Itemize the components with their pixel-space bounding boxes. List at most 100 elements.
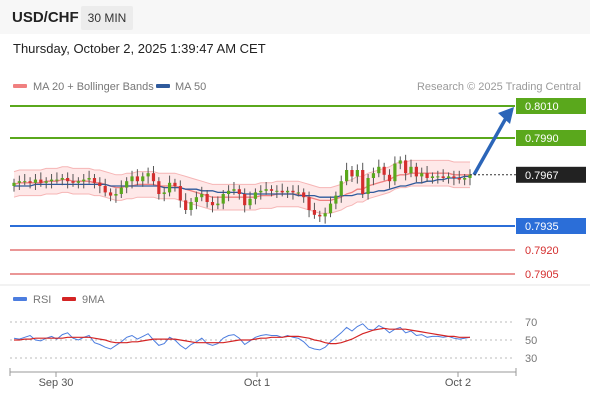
candle-body <box>167 182 172 193</box>
current-price-tag-bg <box>516 166 586 183</box>
ma50-legend-swatch <box>156 84 170 88</box>
candle-body <box>87 178 91 180</box>
candle-body <box>55 179 59 181</box>
candles-layer <box>12 154 472 224</box>
rsi-legend-swatch <box>13 297 27 301</box>
projection-arrow-head <box>498 107 514 124</box>
candle-body <box>253 192 258 199</box>
candle-body <box>194 197 198 202</box>
x-tick-label: Oct 1 <box>244 377 270 389</box>
ma50-legend-label: MA 50 <box>175 81 206 93</box>
candle-body <box>49 179 54 182</box>
candle-body <box>328 203 333 214</box>
candle-body <box>463 178 467 180</box>
candle-body <box>76 181 80 183</box>
level-tag-bg-0.7990 <box>516 130 586 146</box>
candle-body <box>420 173 424 177</box>
timeframe-button[interactable]: 30 MIN <box>81 6 133 30</box>
rsi-tick-label: 50 <box>525 335 537 347</box>
candle-body <box>28 181 32 183</box>
candle-body <box>82 179 86 182</box>
candle-body <box>141 176 145 182</box>
candle-body <box>205 194 209 202</box>
candle-body <box>157 181 161 194</box>
candle-body <box>425 173 429 178</box>
candle-body <box>66 178 70 182</box>
candle-body <box>173 182 177 186</box>
candle-body <box>103 186 107 193</box>
candle-body <box>125 181 129 188</box>
candle-body <box>409 166 413 174</box>
level-tag-0.7935: 0.7935 <box>525 221 559 233</box>
candle-body <box>366 178 370 194</box>
candle-body <box>17 181 21 183</box>
ma50-line <box>14 175 470 198</box>
level-tag-0.7990: 0.7990 <box>525 133 559 145</box>
candle-body <box>345 170 349 182</box>
candle-body <box>135 176 139 182</box>
candle-body <box>23 181 27 183</box>
candle-body <box>430 176 435 178</box>
candle-body <box>264 189 268 191</box>
candle-body <box>200 194 204 198</box>
rsi-ma-line <box>14 327 470 345</box>
candle-body <box>323 213 327 217</box>
price-tags-layer: 0.8010 0.7990 0.7935 0.7920 0.7905 0.7967 <box>470 98 586 281</box>
rsi-tick-label: 70 <box>525 317 537 329</box>
candle-body <box>280 190 284 193</box>
candle-body <box>414 166 418 177</box>
candle-body <box>452 176 456 178</box>
symbol-title: USD/CHF <box>12 9 79 26</box>
candle-body <box>436 176 440 178</box>
candle-body <box>334 195 338 204</box>
rsi-panel-layer: 70 50 30 <box>10 317 537 365</box>
level-tag-0.8010: 0.8010 <box>525 101 559 113</box>
candle-body <box>151 173 156 182</box>
bollinger-lower-line <box>13 185 470 214</box>
current-price-tag: 0.7967 <box>525 170 559 182</box>
candle-body <box>302 192 306 198</box>
datetime-label: Thursday, October 2, 2025 1:39:47 AM CET <box>13 41 266 56</box>
ma20-legend-label: MA 20 + Bollinger Bands <box>33 81 154 93</box>
candle-body <box>398 160 402 164</box>
rsi-tick-label: 30 <box>525 353 537 365</box>
x-tick-label: Sep 30 <box>39 377 74 389</box>
candle-body <box>361 170 365 194</box>
candle-body <box>355 170 359 177</box>
candle-body <box>377 166 381 174</box>
candle-body <box>339 181 343 196</box>
x-tick-label: Oct 2 <box>445 377 471 389</box>
candle-body <box>162 192 166 194</box>
candle-body <box>441 176 445 178</box>
copyright-credit: Research © 2025 Trading Central <box>417 81 581 93</box>
projection-arrow-layer <box>472 107 514 176</box>
candle-body <box>178 186 182 201</box>
candle-body <box>119 187 123 194</box>
candle-body <box>371 173 376 178</box>
x-axis: Sep 30 Oct 1 Oct 2 <box>9 368 517 389</box>
candle-body <box>404 160 408 174</box>
projection-arrow-line <box>472 117 508 176</box>
candle-body <box>210 202 215 206</box>
candle-body <box>60 178 64 180</box>
candle-body <box>216 203 220 206</box>
candle-body <box>318 214 322 217</box>
candle-body <box>237 189 241 194</box>
candle-body <box>307 197 311 210</box>
candle-body <box>12 182 16 186</box>
ma20-legend-swatch <box>13 84 27 88</box>
rsi-legend: RSI 9MA <box>13 294 105 306</box>
candle-body <box>350 170 354 177</box>
candle-body <box>296 192 300 194</box>
level-tag-bg-0.8010 <box>516 98 586 114</box>
candle-body <box>387 174 392 182</box>
bollinger-band-layer <box>13 159 470 214</box>
rsi-ma-legend-swatch <box>62 297 76 301</box>
candle-body <box>44 181 48 183</box>
candle-body <box>184 200 188 210</box>
candle-body <box>98 182 102 186</box>
candle-body <box>232 189 236 191</box>
candle-body <box>393 163 397 182</box>
